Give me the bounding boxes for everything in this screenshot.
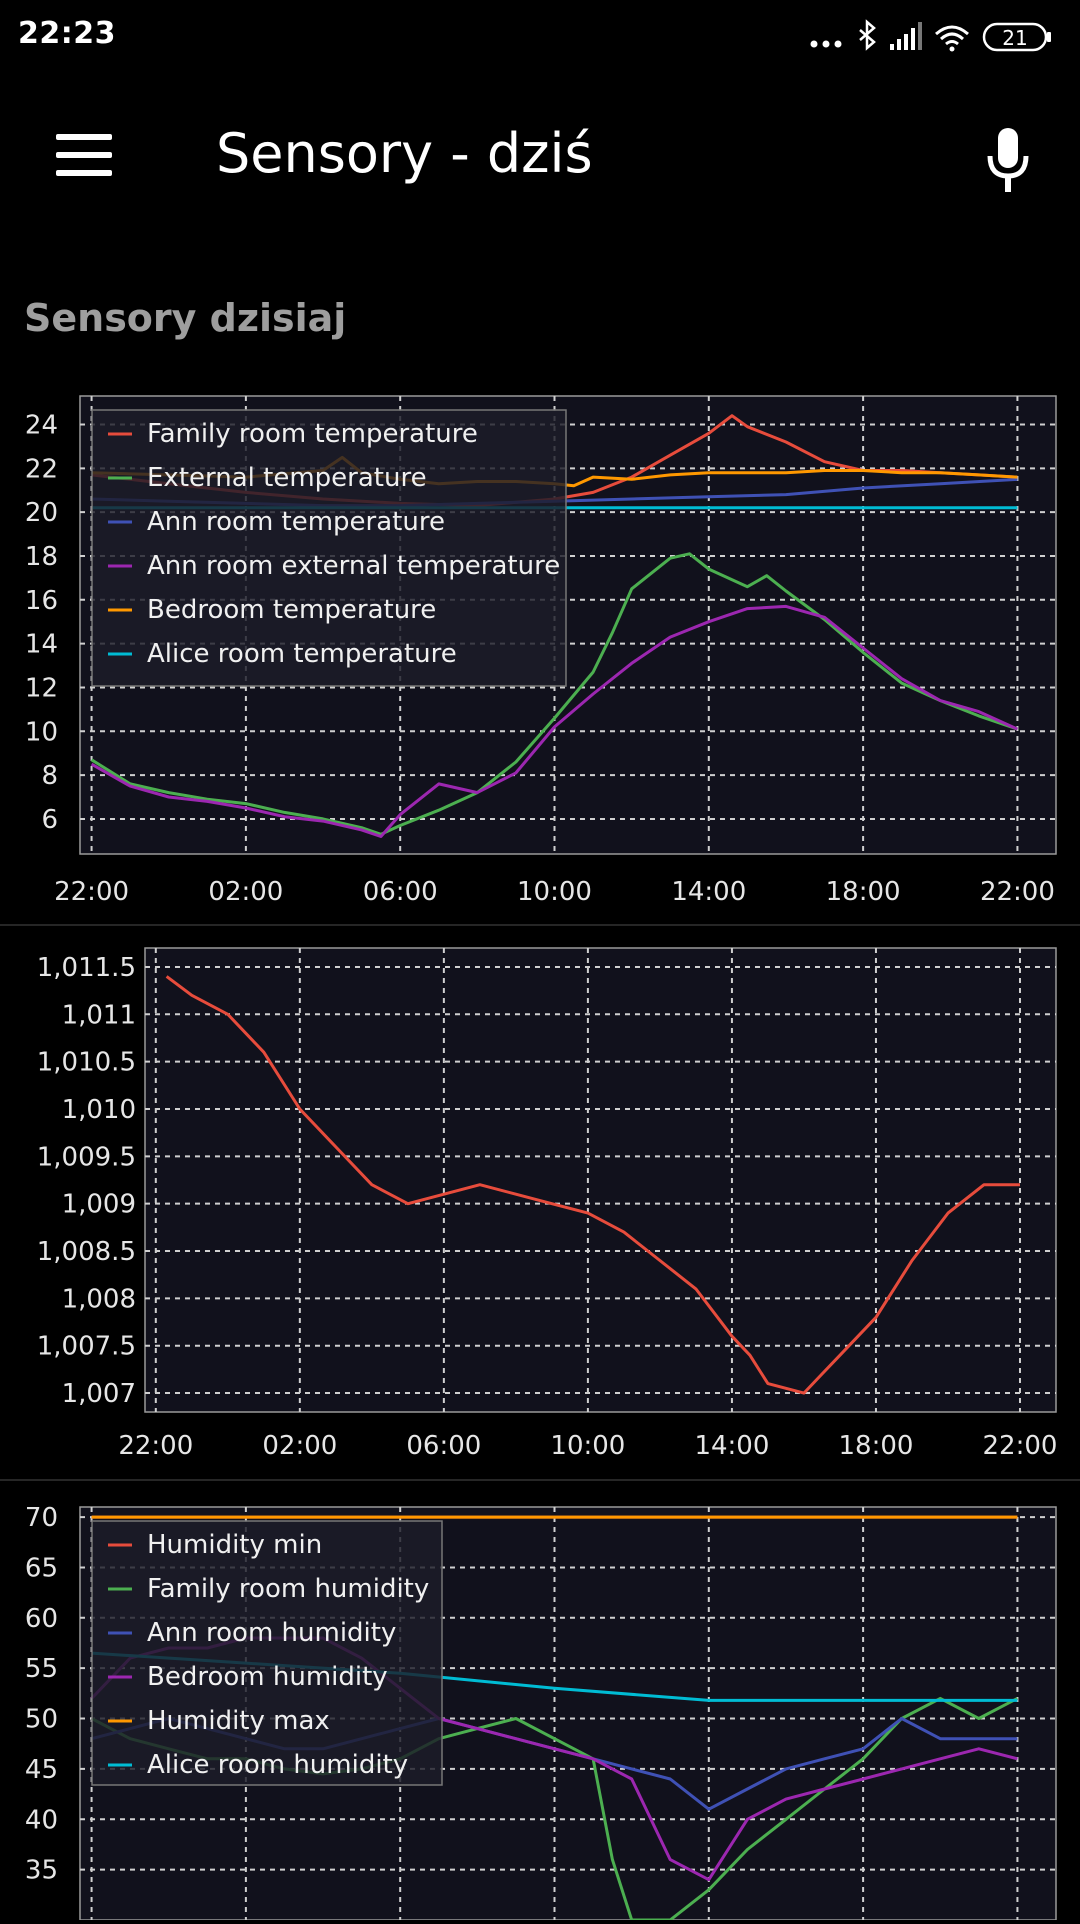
y-tick-label: 12	[25, 673, 58, 703]
legend-label: Bedroom temperature	[147, 595, 436, 625]
page-title: Sensory - dziś	[216, 122, 593, 185]
legend-label: Ann room humidity	[147, 1618, 396, 1648]
chart-divider	[0, 924, 1080, 926]
x-tick-label: 02:00	[208, 877, 283, 907]
chart-legend: Family room temperature External temperat…	[91, 409, 567, 687]
pressure-chart: 22:00 02:00 06:00 10:00 14:00 18:00 22:00 1,011…	[37, 947, 1058, 1461]
y-tick-label: 1,011.5	[37, 953, 136, 983]
x-tick-label: 10:00	[517, 877, 592, 907]
microphone-icon[interactable]	[984, 126, 1032, 198]
x-tick-label: 14:00	[671, 877, 746, 907]
status-icons: 21	[810, 19, 1051, 52]
plot-area	[144, 947, 1057, 1413]
x-tick-label: 22:00	[54, 877, 129, 907]
x-tick-label: 18:00	[838, 1431, 913, 1461]
x-tick-label: 22:00	[983, 1431, 1058, 1461]
x-tick-label: 22:00	[980, 877, 1055, 907]
pressure-chart-panel: 22:00 02:00 06:00 10:00 14:00 18:00 22:00 1,011…	[0, 932, 1080, 1480]
y-tick-label: 1,007	[62, 1379, 136, 1409]
wifi-icon	[935, 25, 969, 52]
series-line-0	[165, 975, 1020, 1395]
y-tick-label: 1,010	[62, 1095, 136, 1125]
status-bar: 22:23 21	[0, 0, 1080, 76]
legend-label: Alice room humidity	[147, 1750, 408, 1780]
app-bar: Sensory - dziś	[0, 76, 1080, 236]
y-tick-label: 1,009.5	[37, 1142, 136, 1172]
legend-label: Humidity min	[147, 1530, 322, 1560]
y-tick-label: 55	[25, 1654, 58, 1684]
y-tick-label: 10	[25, 717, 58, 747]
y-tick-label: 1,011	[62, 1000, 136, 1030]
legend-label: Humidity max	[147, 1706, 330, 1736]
temperature-chart-panel: 22:00 02:00 06:00 10:00 14:00 18:00 22:00 24 22 2…	[0, 380, 1080, 925]
legend-label: Alice room temperature	[147, 639, 457, 669]
y-tick-label: 14	[25, 630, 58, 660]
legend-label: Ann room temperature	[147, 507, 445, 537]
hamburger-menu-icon[interactable]	[56, 134, 112, 178]
x-tick-label: 10:00	[550, 1431, 625, 1461]
battery-icon: 21	[982, 22, 1051, 52]
signal-icon	[890, 22, 922, 50]
legend-label: Family room humidity	[147, 1574, 429, 1604]
battery-level: 21	[1002, 26, 1027, 50]
y-tick-label: 6	[41, 805, 58, 835]
y-tick-label: 60	[25, 1604, 58, 1634]
y-tick-label: 70	[25, 1503, 58, 1533]
chart-legend: Humidity min Family room humidity Ann room…	[91, 1520, 443, 1786]
more-dots-icon	[810, 40, 842, 48]
status-time: 22:23	[18, 16, 116, 51]
y-tick-label: 50	[25, 1705, 58, 1735]
y-tick-label: 24	[25, 410, 58, 440]
legend-label: Family room temperature	[147, 419, 478, 449]
bluetooth-icon	[859, 19, 876, 51]
y-tick-label: 1,009	[62, 1190, 136, 1220]
y-tick-label: 18	[25, 542, 58, 572]
x-tick-label: 14:00	[694, 1431, 769, 1461]
x-tick-label: 06:00	[363, 877, 438, 907]
y-tick-label: 20	[25, 498, 58, 528]
y-tick-label: 22	[25, 454, 58, 484]
chart-divider	[0, 1479, 1080, 1481]
series-line-3	[90, 604, 1019, 838]
temperature-chart: 22:00 02:00 06:00 10:00 14:00 18:00 22:00 24 22 2…	[25, 395, 1057, 907]
x-tick-label: 06:00	[406, 1431, 481, 1461]
y-tick-label: 1,010.5	[37, 1048, 136, 1078]
section-title: Sensory dzisiaj	[24, 296, 347, 340]
y-tick-label: 65	[25, 1553, 58, 1583]
y-tick-label: 40	[25, 1805, 58, 1835]
y-tick-label: 1,008	[62, 1284, 136, 1314]
humidity-chart: 70 65 60 55 50 45 40 35 Humidity min Family room …	[25, 1503, 1057, 1921]
y-tick-label: 8	[41, 761, 58, 791]
y-tick-label: 1,007.5	[37, 1332, 136, 1362]
y-tick-label: 16	[25, 586, 58, 616]
y-tick-label: 45	[25, 1755, 58, 1785]
legend-label: Ann room external temperature	[147, 551, 560, 581]
humidity-chart-panel: 70 65 60 55 50 45 40 35 Humidity min Family room …	[0, 1487, 1080, 1921]
y-tick-label: 1,008.5	[37, 1237, 136, 1267]
x-tick-label: 02:00	[262, 1431, 337, 1461]
series-line-1	[90, 552, 1018, 836]
x-tick-label: 18:00	[826, 877, 901, 907]
y-tick-label: 35	[25, 1856, 58, 1886]
legend-label: Bedroom humidity	[147, 1662, 388, 1692]
x-tick-label: 22:00	[118, 1431, 193, 1461]
legend-label: External temperature	[147, 463, 427, 493]
